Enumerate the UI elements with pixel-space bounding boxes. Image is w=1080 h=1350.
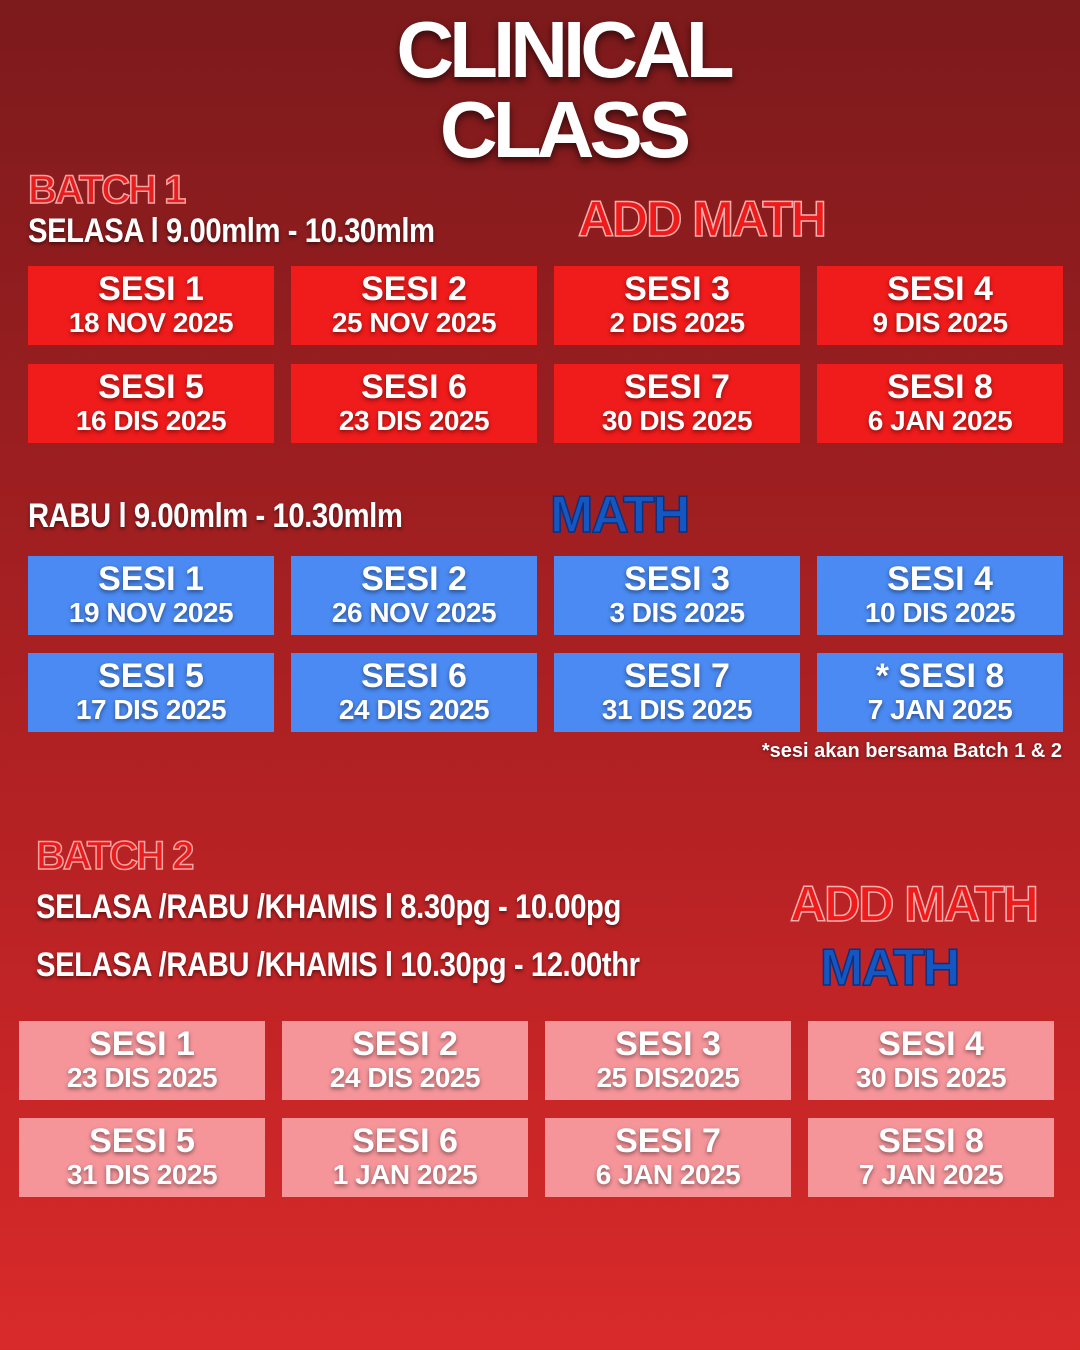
session-number: SESI 5 [98, 657, 204, 695]
session-date: 31 DIS 2025 [601, 694, 753, 725]
session-number: SESI 6 [352, 1122, 458, 1160]
session-card: SESI 5 16 DIS 2025 [28, 364, 274, 443]
session-card: SESI 7 31 DIS 2025 [554, 653, 800, 732]
session-number: SESI 4 [887, 270, 993, 308]
session-card: SESI 5 17 DIS 2025 [28, 653, 274, 732]
session-card: SESI 4 30 DIS 2025 [808, 1021, 1054, 1100]
session-card: SESI 3 25 DIS2025 [545, 1021, 791, 1100]
session-card: SESI 7 30 DIS 2025 [554, 364, 800, 443]
session-number: SESI 4 [878, 1025, 984, 1063]
session-date: 30 DIS 2025 [855, 1062, 1007, 1093]
session-number: SESI 8 [878, 1122, 984, 1160]
session-number: SESI 7 [624, 368, 730, 406]
session-date: 10 DIS 2025 [864, 597, 1016, 628]
session-date: 18 NOV 2025 [68, 307, 234, 338]
batch-1-label: BATCH 1 [27, 167, 187, 213]
shared-session-note: *sesi akan bersama Batch 1 & 2 [761, 740, 1062, 762]
session-date: 25 DIS2025 [596, 1062, 740, 1093]
session-date: 2 DIS 2025 [609, 307, 745, 338]
session-date: 1 JAN 2025 [332, 1159, 478, 1190]
session-date: 23 DIS 2025 [338, 405, 490, 436]
batch-2-addmath-subject: ADD MATH [789, 875, 1039, 933]
session-date: 19 NOV 2025 [68, 597, 234, 628]
session-card: SESI 4 10 DIS 2025 [817, 556, 1063, 635]
title-line-1: CLINICAL [396, 5, 734, 94]
session-number: SESI 6 [361, 368, 467, 406]
session-number: SESI 2 [361, 560, 467, 598]
session-date: 7 JAN 2025 [858, 1159, 1004, 1190]
session-number: SESI 1 [98, 560, 204, 598]
session-card: SESI 1 23 DIS 2025 [19, 1021, 265, 1100]
batch-1-math-subject: MATH [549, 485, 691, 545]
batch-1-math-schedule: RABU l 9.00mlm - 10.30mlm [28, 497, 403, 535]
session-date: 7 JAN 2025 [867, 694, 1013, 725]
session-card: SESI 2 24 DIS 2025 [282, 1021, 528, 1100]
session-number: SESI 4 [887, 560, 993, 598]
session-date: 16 DIS 2025 [75, 405, 227, 436]
session-number: SESI 3 [615, 1025, 721, 1063]
session-date: 31 DIS 2025 [66, 1159, 218, 1190]
batch-1-addmath-subject: ADD MATH [577, 190, 827, 248]
batch-2-math-schedule: SELASA /RABU /KHAMIS l 10.30pg - 12.00th… [36, 946, 640, 984]
session-card: SESI 6 24 DIS 2025 [291, 653, 537, 732]
session-number: SESI 1 [98, 270, 204, 308]
batch-2-math-subject: MATH [819, 938, 961, 998]
session-number: SESI 5 [89, 1122, 195, 1160]
session-date: 23 DIS 2025 [66, 1062, 218, 1093]
batch-1-addmath-schedule: SELASA l 9.00mlm - 10.30mlm [28, 212, 435, 250]
title-line-2: CLASS [439, 85, 691, 174]
session-card: SESI 1 19 NOV 2025 [28, 556, 274, 635]
batch-2-label: BATCH 2 [35, 833, 195, 879]
session-card: SESI 1 18 NOV 2025 [28, 266, 274, 345]
session-date: 24 DIS 2025 [329, 1062, 481, 1093]
session-number: SESI 7 [615, 1122, 721, 1160]
session-number: SESI 3 [624, 560, 730, 598]
session-number: SESI 3 [624, 270, 730, 308]
session-date: 30 DIS 2025 [601, 405, 753, 436]
session-number: SESI 7 [624, 657, 730, 695]
session-date: 9 DIS 2025 [872, 307, 1008, 338]
session-card: SESI 5 31 DIS 2025 [19, 1118, 265, 1197]
session-number: SESI 8 [887, 368, 993, 406]
session-number: SESI 1 [89, 1025, 195, 1063]
session-date: 25 NOV 2025 [331, 307, 497, 338]
session-number: SESI 5 [98, 368, 204, 406]
session-date: 6 JAN 2025 [595, 1159, 741, 1190]
session-card: SESI 6 23 DIS 2025 [291, 364, 537, 443]
session-number: * SESI 8 [875, 657, 1005, 695]
session-number: SESI 6 [361, 657, 467, 695]
session-card: SESI 2 26 NOV 2025 [291, 556, 537, 635]
session-date: 6 JAN 2025 [867, 405, 1013, 436]
session-date: 17 DIS 2025 [75, 694, 227, 725]
session-date: 24 DIS 2025 [338, 694, 490, 725]
batch-2-addmath-schedule: SELASA /RABU /KHAMIS l 8.30pg - 10.00pg [36, 888, 621, 926]
session-date: 26 NOV 2025 [331, 597, 497, 628]
session-card: SESI 2 25 NOV 2025 [291, 266, 537, 345]
session-date: 3 DIS 2025 [609, 597, 745, 628]
session-number: SESI 2 [352, 1025, 458, 1063]
session-number: SESI 2 [361, 270, 467, 308]
